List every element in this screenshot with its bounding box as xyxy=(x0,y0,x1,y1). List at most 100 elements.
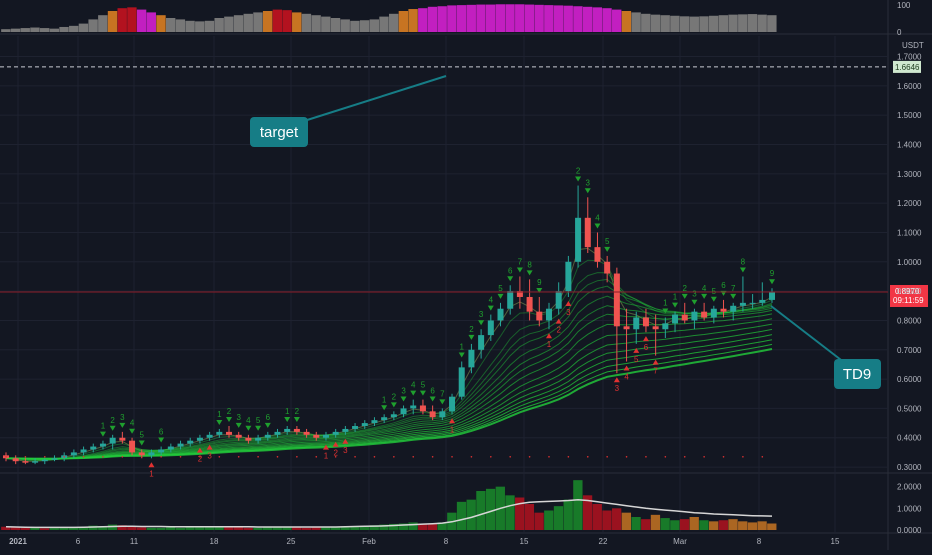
candle xyxy=(613,267,620,374)
volume-bar xyxy=(253,527,263,530)
td-count-label: 1 xyxy=(149,469,154,478)
candle-body xyxy=(449,396,456,412)
candle-body xyxy=(681,314,688,321)
td-setup-marker xyxy=(439,399,446,405)
last-price-label: 0.8970 xyxy=(895,287,920,296)
candle xyxy=(342,426,349,435)
support-dot xyxy=(548,456,550,458)
candle xyxy=(148,449,155,459)
candle-body xyxy=(730,305,737,312)
candle-body xyxy=(623,326,630,330)
candle xyxy=(129,437,136,456)
candle-body xyxy=(255,437,262,441)
support-dot xyxy=(567,456,570,458)
td-count-label: 3 xyxy=(479,310,484,319)
volume-bar xyxy=(369,525,379,530)
td-setup-marker xyxy=(342,438,349,444)
td-count-label: 1 xyxy=(547,340,552,349)
td-setup-marker xyxy=(429,396,436,402)
candle xyxy=(303,428,310,438)
annotations: target TD9 xyxy=(250,75,881,389)
candle xyxy=(575,185,582,268)
candle xyxy=(594,232,601,268)
td-count-label: 3 xyxy=(207,452,212,461)
td-setup-marker xyxy=(526,270,533,276)
support-dot xyxy=(645,456,647,458)
indicator-bar xyxy=(437,6,447,32)
td-count-label: 5 xyxy=(498,284,503,293)
td-count-label: 1 xyxy=(285,407,290,416)
td-setup-marker xyxy=(419,390,426,396)
support-dot xyxy=(373,456,376,458)
candle-body xyxy=(80,449,87,453)
indicator-bar xyxy=(728,14,738,33)
volume-bar xyxy=(534,512,544,530)
indicator-bar xyxy=(224,16,234,32)
target-price-label: 1.6646 xyxy=(895,63,920,72)
candle xyxy=(730,302,737,321)
candle xyxy=(313,431,320,441)
time-axis: 2021 6 11 18 25 Feb 8 15 22 Mar 8 15 xyxy=(9,537,840,546)
indicator-bar xyxy=(243,13,253,33)
indicator-bar xyxy=(185,20,195,32)
volume-bar xyxy=(679,519,690,530)
td-count-label: 6 xyxy=(430,386,435,395)
candle-body xyxy=(70,452,77,456)
indicator-bar xyxy=(718,15,729,32)
td-setup-marker xyxy=(739,267,746,273)
indicator-bar xyxy=(262,11,273,32)
candle xyxy=(536,296,543,327)
candle-body xyxy=(584,217,591,248)
td-setup-marker xyxy=(691,299,698,305)
indicator-bar xyxy=(582,6,593,33)
td-count-label: 2 xyxy=(576,167,581,176)
candle xyxy=(497,302,504,327)
candle xyxy=(187,437,194,447)
support-dot xyxy=(24,456,27,458)
volume-bar xyxy=(59,527,69,530)
volume-bar xyxy=(98,526,108,530)
volume-tick-label: 0.0000 xyxy=(897,526,922,535)
td-count-label: 4 xyxy=(411,381,416,390)
candle xyxy=(768,288,776,303)
indicator-bar xyxy=(98,15,108,32)
td-setup-marker xyxy=(468,334,475,340)
td-setup-marker xyxy=(245,425,252,431)
td-setup-marker xyxy=(255,425,262,431)
candle xyxy=(206,431,213,441)
indicator-bar xyxy=(602,8,612,32)
price-tick-label: 0.4000 xyxy=(897,434,922,443)
candle-body xyxy=(284,428,291,432)
volume-bar xyxy=(204,527,215,530)
td-setup-marker xyxy=(400,396,407,402)
volume-bar xyxy=(117,525,127,530)
td-setup-marker xyxy=(138,440,145,446)
support-dot xyxy=(683,456,686,458)
td-count-label: 2 xyxy=(683,284,688,293)
td-count-label: 3 xyxy=(343,446,348,455)
candle xyxy=(516,276,523,309)
volume-bar xyxy=(146,527,156,530)
td-setup-marker xyxy=(109,425,116,431)
candle-body xyxy=(313,434,320,438)
candle-body xyxy=(22,461,29,463)
indicator-bar xyxy=(10,28,21,32)
candle-body xyxy=(148,452,155,456)
candle xyxy=(633,311,640,344)
indicator-bar xyxy=(156,15,166,32)
td-setup-marker xyxy=(584,188,591,194)
td-setup-marker xyxy=(487,305,494,311)
indicator-top-pane xyxy=(1,4,777,33)
price-tick-label: 0.6000 xyxy=(897,375,922,384)
indicator-bar xyxy=(204,20,215,32)
volume-bar xyxy=(107,524,118,530)
td-setup-marker xyxy=(642,336,649,342)
indicator-bar xyxy=(88,19,98,32)
td-count-label: 4 xyxy=(246,416,251,425)
volume-bar xyxy=(621,512,632,530)
candle-body xyxy=(662,323,669,330)
candle-body xyxy=(710,308,717,318)
